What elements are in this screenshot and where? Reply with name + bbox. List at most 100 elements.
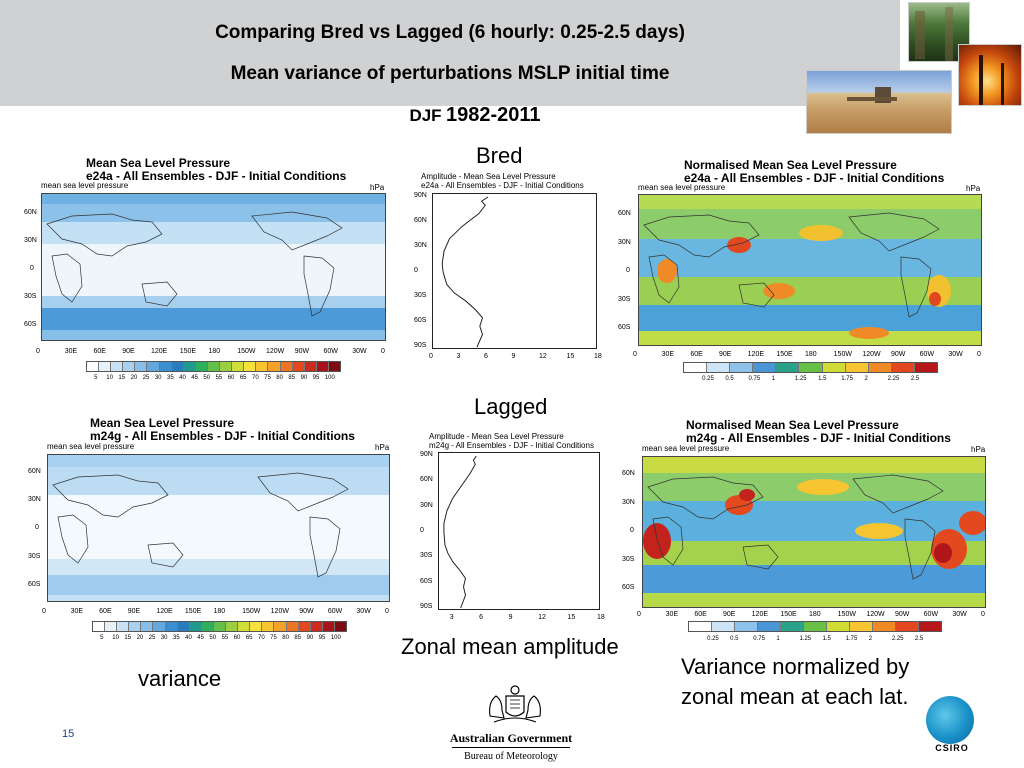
amplitude-x-tick: 3: [456, 353, 461, 360]
lon-tick-label: 120E: [151, 348, 168, 355]
colorbar-swatch: [135, 362, 148, 371]
amplitude-x-tick: 3: [449, 614, 454, 621]
amplitude-y-tick: 60N: [414, 217, 427, 224]
lon-tick-label: 150W: [837, 611, 856, 618]
coat-of-arms-icon: [489, 685, 541, 723]
harvest-photo: [806, 70, 952, 134]
lon-tick-label: 120W: [862, 351, 881, 358]
amplitude-y-tick: 90S: [414, 342, 427, 349]
colorbar-swatch: [298, 622, 311, 631]
lagged-variance-colorbar: [92, 621, 347, 632]
amplitude-x-tick: 15: [567, 614, 576, 621]
lon-tick-label: 150E: [776, 351, 793, 358]
colorbar-label: 1.5: [822, 636, 831, 642]
colorbar-swatch: [147, 362, 160, 371]
amplitude-x-tick: 0: [429, 353, 433, 360]
colorbar-swatch: [105, 622, 118, 631]
amplitude-y-tick: 0: [414, 267, 418, 274]
colorbar-label: 1.25: [794, 376, 807, 382]
colorbar-label: 1.75: [845, 636, 858, 642]
lon-tick-label: 90W: [294, 348, 310, 355]
colorbar-label: 0.75: [748, 376, 761, 382]
lon-tick-label: 120W: [866, 611, 885, 618]
colorbar-swatch: [758, 622, 781, 631]
amplitude-x-tick: 9: [508, 614, 513, 621]
colorbar-label: 2.5: [910, 376, 920, 382]
government-divider: [452, 747, 570, 748]
lagged-variance-lat-30n: 30N: [28, 496, 41, 503]
lon-tick-label: 150W: [242, 608, 261, 615]
colorbar-label: 0.75: [753, 636, 765, 642]
colorbar-label: 60: [227, 375, 235, 381]
colorbar-label: 40: [179, 375, 186, 381]
colorbar-label: 30: [160, 635, 168, 641]
colorbar-swatch: [262, 622, 275, 631]
bred-normalized-map: [638, 194, 982, 346]
lon-tick-label: 120W: [270, 608, 289, 615]
colorbar-label: 1.75: [841, 376, 853, 382]
colorbar-label: 2.5: [914, 636, 924, 642]
colorbar-swatch: [268, 362, 281, 371]
amplitude-x-tick: 15: [566, 353, 575, 360]
lon-tick-label: 90W: [891, 351, 906, 358]
title-band: [0, 0, 900, 106]
colorbar-swatch: [129, 622, 142, 631]
bred-amp-run: e24a - All Ensembles - DJF - Initial Con…: [421, 181, 584, 190]
lon-tick-label: 30W: [952, 611, 967, 618]
colorbar-label: 1: [776, 636, 780, 642]
colorbar-swatch: [280, 362, 293, 371]
lon-tick-label: 180: [809, 611, 821, 618]
colorbar-swatch: [238, 622, 251, 631]
bushfire-photo: [958, 44, 1022, 106]
colorbar-label: 90: [300, 375, 308, 381]
colorbar-swatch: [111, 362, 124, 371]
amplitude-y-tick: 30S: [414, 292, 427, 299]
lon-tick-label: 180: [208, 348, 221, 355]
colorbar-label: 30: [154, 375, 162, 381]
colorbar-swatch: [730, 363, 754, 372]
colorbar-swatch: [781, 622, 804, 631]
amplitude-x-tick: 6: [479, 614, 484, 621]
lon-tick-label: 180: [213, 608, 226, 615]
lon-tick-label: 60E: [690, 351, 703, 358]
colorbar-swatch: [123, 362, 136, 371]
lon-tick-label: 60W: [327, 608, 343, 615]
colorbar-swatch: [316, 362, 329, 371]
bred-normalized-run: e24a - All Ensembles - DJF - Initial Con…: [684, 171, 945, 185]
lagged-normalized-map: [642, 456, 986, 608]
colorbar-label: 0.5: [730, 636, 739, 642]
lon-tick-label: 90E: [122, 348, 135, 355]
colorbar-swatch: [919, 622, 941, 631]
bred-normalized-lat-30s: 30S: [618, 296, 631, 303]
lagged-variance-title: Mean Sea Level Pressure: [90, 416, 235, 430]
colorbar-swatch: [322, 622, 335, 631]
colorbar-label: 90: [306, 635, 314, 641]
bred-normalized-lat-60s: 60S: [618, 324, 631, 331]
colorbar-swatch: [310, 622, 323, 631]
bred-variance-run: e24a - All Ensembles - DJF - Initial Con…: [86, 169, 347, 183]
bred-normalized-lat-60n: 60N: [618, 210, 631, 217]
lon-tick-label: 60W: [323, 348, 338, 355]
lon-tick-label: 90E: [719, 351, 732, 358]
colorbar-swatch: [328, 362, 340, 371]
lon-tick-label: 60E: [99, 608, 112, 615]
bred-variance-lat-30n: 30N: [24, 237, 37, 244]
lagged-normalized-run: m24g - All Ensembles - DJF - Initial Con…: [686, 431, 951, 445]
bred-variance-map: [41, 193, 386, 341]
lon-tick-label: 30E: [64, 348, 78, 355]
colorbar-swatch: [891, 363, 915, 372]
lon-tick-label: 60W: [919, 351, 935, 358]
colorbar-label: 45: [191, 375, 198, 381]
amplitude-y-tick: 60S: [420, 577, 433, 585]
colorbar-label: 80: [276, 375, 283, 381]
colorbar-label: 35: [167, 375, 174, 381]
colorbar-label: 45: [197, 635, 204, 641]
lon-tick-label: 30W: [948, 351, 963, 358]
colorbar-label: 100: [330, 635, 341, 641]
lon-tick-label: 0: [385, 608, 389, 615]
slide-subtitle: Mean variance of perturbations MSLP init…: [230, 63, 670, 84]
amplitude-x-tick: 18: [594, 353, 602, 360]
colorbar-swatch: [201, 622, 214, 631]
colorbar-label: 75: [270, 635, 277, 641]
lon-tick-label: 120E: [747, 351, 765, 358]
